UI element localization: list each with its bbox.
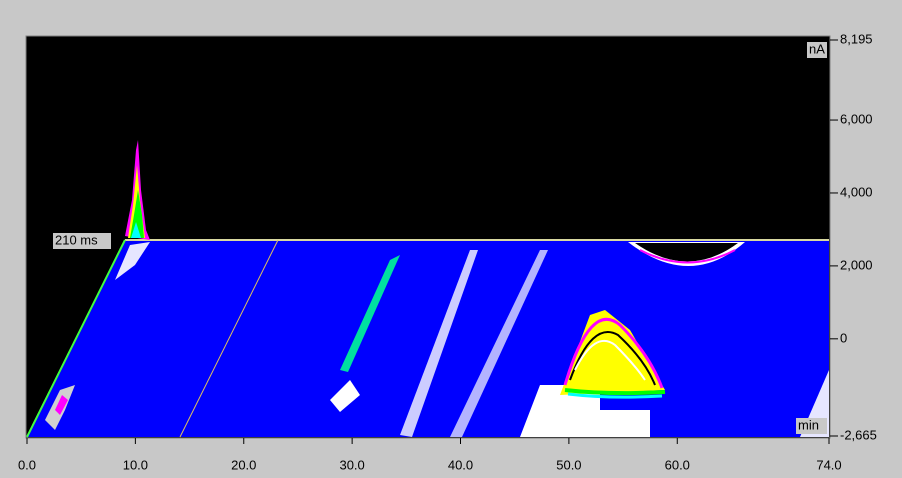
x-tick-label: 20.0 bbox=[231, 457, 256, 472]
trace-line bbox=[179, 239, 279, 438]
y-tick-label: 8,195 bbox=[840, 31, 873, 46]
y-tick-label: -2,665 bbox=[840, 427, 877, 442]
y-tick-label: 0 bbox=[840, 330, 847, 345]
annotation-box bbox=[53, 233, 111, 249]
x-tick-label: 50.0 bbox=[556, 457, 581, 472]
surface-floor bbox=[27, 240, 829, 437]
unit-box bbox=[807, 42, 827, 58]
y-unit: nA bbox=[809, 41, 825, 56]
y-tick-label: 6,000 bbox=[840, 111, 873, 126]
unit-box bbox=[796, 418, 827, 434]
annotation: 210 ms bbox=[55, 232, 98, 247]
x-tick-label: 40.0 bbox=[448, 457, 473, 472]
wavelength-edge bbox=[26, 239, 126, 438]
y-tick-label: 2,000 bbox=[840, 257, 873, 272]
x-tick-label: 0.0 bbox=[18, 457, 36, 472]
x-tick-label: 10.0 bbox=[123, 457, 148, 472]
x-unit: min bbox=[798, 417, 819, 432]
y-tick-label: 4,000 bbox=[840, 184, 873, 199]
x-tick-label: 60.0 bbox=[665, 457, 690, 472]
x-tick-label: 74.0 bbox=[816, 457, 841, 472]
x-tick-label: 30.0 bbox=[339, 457, 364, 472]
